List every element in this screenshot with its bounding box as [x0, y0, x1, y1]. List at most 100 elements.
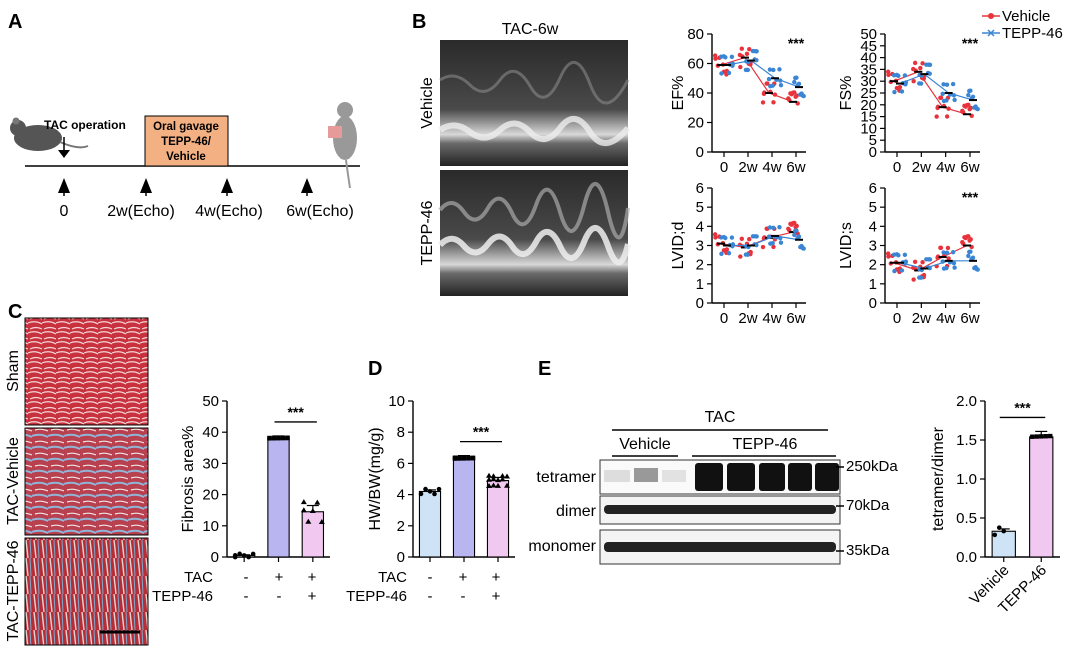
y-tick-label-lvids: 4: [869, 218, 877, 235]
data-point-lvidd: [792, 232, 797, 238]
data-point-ef: [760, 100, 766, 105]
data-point-ef: [793, 94, 798, 99]
d-row-label-tepp: TEPP-46: [346, 588, 407, 605]
mean-marker-fs: [969, 99, 977, 102]
data-point-fs: [940, 91, 945, 96]
y-tick-label-lvidd: 0: [696, 295, 704, 312]
data-point-lvids: [921, 272, 927, 278]
c-pm-1-1: -: [277, 588, 282, 605]
data-point-lvidd: [738, 254, 743, 259]
blot-row-monomer: monomer: [528, 538, 596, 555]
y-tick-label-tetdim: 2.0: [956, 393, 977, 410]
western-blot: TAC Vehicle TEPP-46 tetramer dimer monom…: [528, 409, 898, 565]
echo-title: TAC-6w: [502, 21, 559, 38]
data-point-tetdim: [1034, 434, 1039, 439]
x-tick-label-ef: 6w: [786, 159, 805, 176]
y-tick-label-fs: 45: [860, 38, 877, 55]
data-point-ef: [792, 79, 797, 85]
data-point-hwbw: [432, 491, 437, 497]
data-point-ef: [772, 92, 778, 97]
data-point-lvids: [950, 249, 956, 255]
y-tick-label-ef: 20: [687, 115, 704, 132]
data-point-tetdim: [996, 525, 1002, 530]
data-point-fs: [902, 73, 908, 78]
series-line-fs-1: [899, 73, 974, 101]
echo-image-tepp: [437, 170, 631, 296]
data-point-hwbw: [495, 482, 501, 488]
data-point-ef: [771, 100, 776, 105]
data-point-lvids: [967, 238, 972, 243]
bar-fibrosis: [267, 437, 290, 558]
series-line-ef-1: [726, 59, 800, 88]
y-axis-title-fs: FS%: [838, 76, 855, 111]
data-point-fs: [886, 72, 891, 78]
data-point-hwbw: [466, 455, 471, 461]
data-point-ef: [789, 92, 794, 97]
marker-35: 35kDa: [846, 542, 890, 559]
significance-lvids: ***: [962, 189, 979, 205]
x-tick-label-ef: 4w: [762, 159, 781, 176]
mean-marker-lvidd: [795, 238, 803, 241]
mean-marker-ef: [723, 63, 731, 66]
data-point-fibrosis: [276, 435, 281, 441]
data-point-ef: [777, 67, 782, 72]
histology-row-sham: Sham: [5, 350, 22, 392]
data-point-lvids: [967, 249, 972, 255]
legend-tepp: TEPP-46: [1002, 25, 1063, 42]
data-point-fs: [941, 82, 946, 87]
histology-tac-tepp: [24, 537, 149, 646]
plot-fs: 0 2w 4w 6w ***: [885, 35, 980, 176]
y-tick-label-ef: 0: [696, 144, 704, 161]
y-tick-label-fs: 5: [869, 132, 877, 149]
mean-marker-fs: [963, 113, 971, 116]
mean-marker-fs: [938, 106, 947, 109]
y-axis-title-fibrosis: Fibrosis area%: [180, 426, 197, 533]
c-pm-0-1: +: [275, 569, 284, 586]
y-tick-label-fibrosis: 40: [202, 424, 219, 441]
data-point-lvidd: [724, 247, 730, 252]
y-tick-label-lvidd: 2: [696, 257, 704, 274]
panel-label-e: E: [538, 358, 551, 380]
data-point-fs: [950, 81, 956, 87]
tac-operation-label: TAC operation: [44, 118, 126, 132]
series-line-lvids-1: [899, 260, 973, 270]
data-point-lvids: [951, 260, 957, 266]
legend-vehicle: Vehicle: [1002, 8, 1050, 25]
timepoint-arrows: [58, 178, 313, 196]
y-tick-label-fs: 20: [860, 97, 877, 114]
data-point-fs: [946, 106, 951, 111]
data-point-fibrosis: [271, 435, 277, 441]
data-point-hwbw: [436, 486, 442, 492]
data-point-fs: [938, 95, 943, 100]
data-point-hwbw: [457, 455, 462, 460]
y-axis-ef: 0 20 40 60 80 EF%: [670, 26, 713, 161]
data-point-lvidd: [726, 251, 732, 256]
data-point-fs: [927, 62, 933, 68]
y-axis-title-lvids: LVID;s: [838, 222, 855, 269]
y-axis-lvids: 0 1 2 3 4 5 6 LVID;s: [838, 180, 886, 312]
data-point-fs: [903, 80, 909, 85]
data-point-lvidd: [767, 225, 773, 230]
y-tick-label-fibrosis: 20: [202, 487, 219, 504]
c-pm-1-2: +: [308, 588, 317, 605]
data-point-fibrosis: [241, 553, 247, 558]
histology-sham: [24, 317, 149, 426]
data-point-fs: [894, 72, 900, 78]
y-tick-label-fibrosis: 10: [202, 518, 219, 535]
timepoint-4w: 4w(Echo): [195, 203, 263, 220]
d-pm-0-2: +: [492, 569, 501, 586]
y-tick-label-fs: 10: [860, 120, 877, 137]
y-tick-label-hwbw: 4: [397, 487, 405, 504]
plot-ef: 0 2w 4w 6w ***: [712, 35, 806, 176]
y-tick-label-fs: 25: [860, 85, 877, 102]
data-point-lvids: [892, 268, 897, 274]
c-pm-0-0: -: [244, 569, 249, 586]
x-tick-label-ef: 2w: [738, 159, 757, 176]
significance-ef: ***: [788, 35, 805, 51]
data-point-hwbw: [418, 491, 424, 497]
gavage-line2: TEPP-46/: [161, 136, 212, 148]
y-tick-label-lvids: 2: [869, 257, 877, 274]
y-tick-label-hwbw: 6: [397, 455, 405, 472]
timepoint-2w: 2w(Echo): [107, 203, 175, 220]
